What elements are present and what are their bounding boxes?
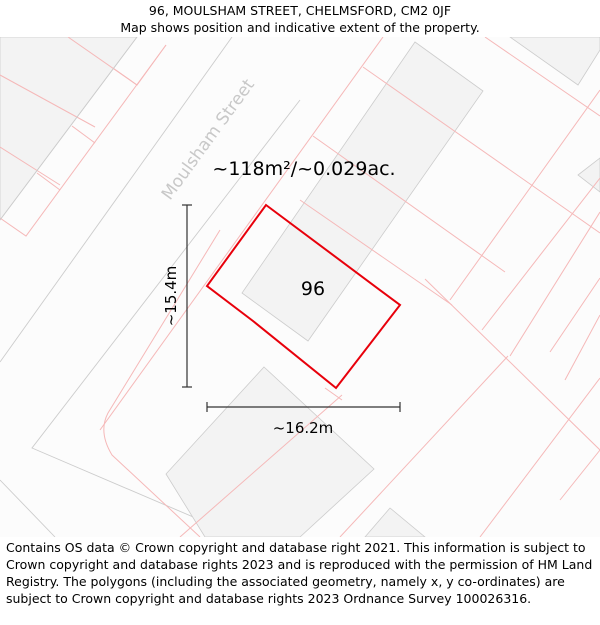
plot-number-label: 96 [301, 278, 325, 300]
map-canvas: Moulsham Street [0, 37, 600, 537]
copyright-attribution: Contains OS data © Crown copyright and d… [6, 540, 593, 606]
parcel-lines-left [0, 37, 167, 237]
property-address-title: 96, MOULSHAM STREET, CHELMSFORD, CM2 0JF [148, 3, 452, 18]
property-map[interactable]: Moulsham Street [0, 37, 600, 537]
vertical-dimension-line [182, 204, 192, 388]
parcel-lines-right [99, 37, 600, 537]
building-south [165, 366, 375, 537]
property-boundary[interactable] [205, 203, 402, 390]
building-se [364, 507, 426, 537]
map-header: 96, MOULSHAM STREET, CHELMSFORD, CM2 0JF… [0, 0, 600, 37]
building-e [577, 157, 600, 193]
vertical-dimension-label: ~15.4m [162, 266, 180, 327]
building-ne [509, 37, 600, 86]
road-edges [0, 37, 301, 537]
building-96 [241, 41, 484, 342]
area-label: ~118m²/~0.029ac. [212, 158, 395, 180]
horizontal-dimension-label: ~16.2m [273, 419, 334, 437]
buildings-right [165, 37, 600, 537]
horizontal-dimension-line [206, 402, 401, 412]
street-label: Moulsham Street [158, 75, 259, 204]
map-subtitle: Map shows position and indicative extent… [120, 20, 480, 35]
